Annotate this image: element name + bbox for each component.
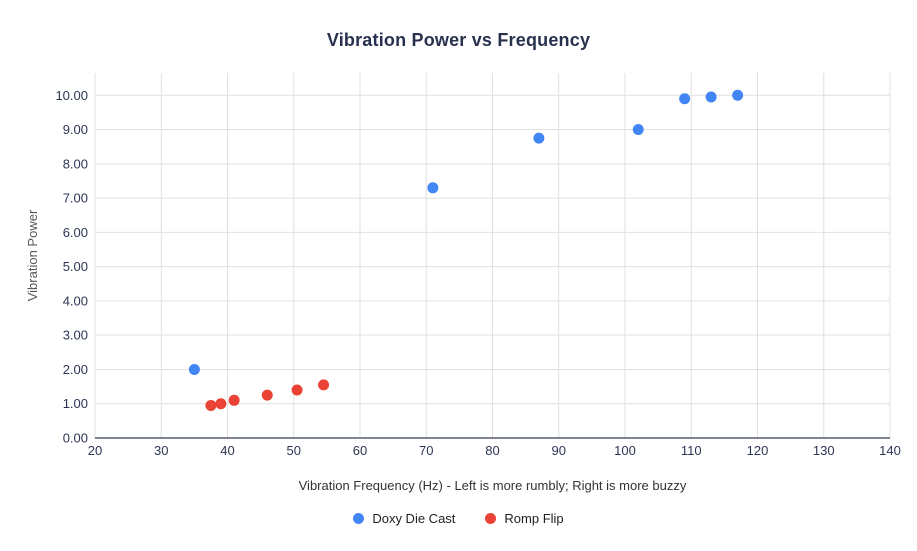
- legend-label: Romp Flip: [504, 510, 564, 526]
- x-axis-title: Vibration Frequency (Hz) - Left is more …: [299, 478, 687, 493]
- y-tick-label: 0.00: [63, 431, 88, 446]
- x-tick-label: 140: [879, 443, 901, 458]
- x-tick-label: 30: [154, 443, 168, 458]
- y-axis-title: Vibration Power: [25, 209, 40, 301]
- y-tick-label: 6.00: [63, 225, 88, 240]
- x-tick-label: 70: [419, 443, 433, 458]
- x-tick-label: 110: [681, 443, 702, 458]
- y-tick-label: 5.00: [63, 259, 88, 274]
- data-point-doxy-die-cast[interactable]: [679, 93, 691, 105]
- data-point-romp-flip[interactable]: [318, 379, 330, 391]
- data-point-doxy-die-cast[interactable]: [533, 132, 545, 144]
- y-tick-label: 7.00: [63, 191, 88, 206]
- legend-item-doxy-die-cast[interactable]: Doxy Die Cast: [353, 511, 455, 526]
- data-point-doxy-die-cast[interactable]: [427, 182, 439, 194]
- y-tick-label: 2.00: [63, 362, 88, 377]
- legend-label: Doxy Die Cast: [372, 510, 456, 526]
- y-tick-label: 4.00: [63, 293, 88, 308]
- x-tick-label: 60: [353, 443, 367, 458]
- legend: Doxy Die Cast Romp Flip: [0, 507, 917, 529]
- data-point-romp-flip[interactable]: [291, 384, 303, 396]
- data-point-romp-flip[interactable]: [261, 389, 273, 401]
- x-tick-label: 80: [485, 443, 499, 458]
- data-point-romp-flip[interactable]: [215, 398, 227, 410]
- data-point-romp-flip[interactable]: [228, 394, 240, 406]
- legend-dot-doxy-die-cast: [353, 512, 365, 524]
- x-tick-label: 120: [747, 443, 769, 458]
- x-tick-label: 130: [813, 443, 835, 458]
- data-point-doxy-die-cast[interactable]: [632, 124, 644, 136]
- x-tick-label: 100: [614, 443, 636, 458]
- data-point-doxy-die-cast[interactable]: [188, 363, 200, 375]
- y-tick-label: 9.00: [63, 122, 88, 137]
- y-tick-label: 3.00: [63, 328, 88, 343]
- x-tick-label: 20: [88, 443, 102, 458]
- chart-title: Vibration Power vs Frequency: [326, 30, 591, 50]
- y-tick-label: 1.00: [63, 396, 88, 411]
- legend-item-romp-flip[interactable]: Romp Flip: [485, 510, 564, 526]
- x-tick-label: 50: [287, 443, 301, 458]
- data-point-doxy-die-cast[interactable]: [705, 91, 717, 103]
- data-point-romp-flip[interactable]: [205, 399, 217, 411]
- data-point-doxy-die-cast[interactable]: [732, 89, 744, 101]
- x-tick-label: 90: [552, 443, 566, 458]
- y-tick-label: 8.00: [63, 156, 88, 171]
- legend-dot-romp-flip: [485, 512, 497, 524]
- y-tick-label: 10.00: [55, 88, 88, 103]
- x-tick-label: 40: [220, 443, 234, 458]
